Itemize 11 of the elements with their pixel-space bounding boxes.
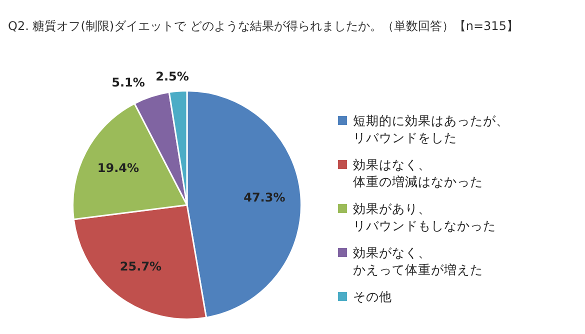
data-label: 5.1%	[112, 75, 145, 90]
data-label: 2.5%	[156, 69, 189, 84]
chart-title: Q2. 糖質オフ(制限)ダイエットで どのような結果が得られましたか。（単数回答）【n=315】	[8, 18, 518, 35]
legend-label: 効果がなく、かえって体重が増えた	[353, 244, 483, 278]
legend-label: 効果があり、リバウンドもしなかった	[353, 200, 496, 234]
data-label: 19.4%	[97, 160, 140, 175]
data-label: 25.7%	[120, 260, 162, 274]
legend-label: 効果はなく、体重の増減はなかった	[353, 156, 483, 190]
data-label: 47.3%	[244, 190, 286, 205]
legend-label: その他	[353, 288, 392, 305]
legend-label: 短期的に効果はあったが、リバウンドをした	[353, 112, 509, 146]
